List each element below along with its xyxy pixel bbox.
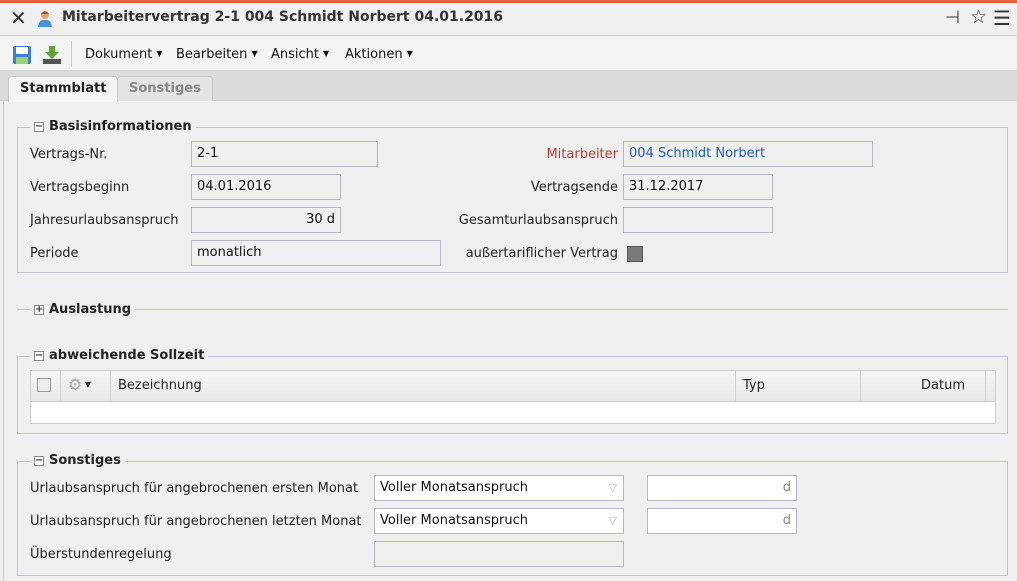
toolbar [0,37,1017,71]
dropdown-arrow-icon[interactable]: ▽ [608,481,617,494]
download-icon[interactable] [42,45,62,65]
title-bar [0,3,1017,36]
jahresurlaub-field[interactable]: 30 d [191,207,341,233]
aussertariflich-label: außertariflicher Vertrag [465,246,618,261]
expand-icon[interactable]: + [34,303,44,315]
star-icon[interactable]: ☆ [970,6,988,28]
column-datum[interactable]: Datum [861,371,986,402]
menu-bearbeiten[interactable]: Bearbeiten ▼ [176,47,258,62]
tab-stammblatt[interactable]: Stammblatt [8,76,119,102]
letzter-monat-label: Urlaubsanspruch für angebrochenen letzte… [30,514,362,529]
erster-monat-label: Urlaubsanspruch für angebrochenen ersten… [30,481,359,496]
sollzeit-legend[interactable]: − abweichende Sollzeit [30,348,209,363]
toolbar-separator [71,41,72,67]
basisinformationen-legend[interactable]: − Basisinformationen [30,119,196,134]
collapse-icon[interactable]: − [34,120,44,132]
close-icon[interactable]: ✕ [10,6,27,30]
gear-icon[interactable]: ⚙ [68,375,83,394]
menu-icon[interactable]: ☰ [993,6,1011,30]
tab-sonstiges[interactable]: Sonstiges [117,76,213,101]
auslastung-divider [17,309,1008,310]
vertragsbeginn-label: Vertragsbeginn [30,180,130,195]
sonstiges-legend[interactable]: − Sonstiges [30,453,125,468]
mitarbeiter-label: Mitarbeiter [546,147,618,162]
select-all-column [31,371,61,402]
periode-label: Periode [30,246,79,261]
user-icon [38,11,52,27]
mitarbeiter-field[interactable]: 004 Schmidt Norbert [623,141,873,167]
collapse-icon[interactable]: − [34,454,44,466]
vertragsende-field[interactable]: 31.12.2017 [623,174,773,200]
dropdown-arrow-icon[interactable]: ▽ [608,514,617,527]
vertragsende-label: Vertragsende [530,180,618,195]
sonstiges-fieldset [17,461,1008,576]
menu-aktionen[interactable]: Aktionen ▼ [345,47,413,62]
gesamturlaub-label: Gesamturlaubsanspruch [458,213,618,228]
jahresurlaub-label: Jahresurlaubsanspruch [30,213,179,228]
vertragsnr-field[interactable]: 2-1 [191,141,378,167]
letzter-monat-value: Voller Monatsanspruch [380,513,528,528]
menu-ansicht[interactable]: Ansicht ▼ [271,47,330,62]
periode-field[interactable]: monatlich [191,240,441,266]
vertragsnr-label: Vertrags-Nr. [30,147,108,162]
erster-monat-days[interactable]: d [647,475,797,501]
erster-monat-select[interactable]: Voller Monatsanspruch ▽ [374,475,624,501]
collapse-icon[interactable]: − [34,349,44,361]
content-border [3,101,4,581]
vertragsbeginn-field[interactable]: 04.01.2016 [191,174,341,200]
sollzeit-fieldset [17,356,1008,434]
aussertariflich-checkbox[interactable] [627,246,643,262]
column-bezeichnung[interactable]: Bezeichnung [111,371,736,402]
auslastung-legend[interactable]: + Auslastung [30,302,136,317]
gear-menu-column[interactable]: ⚙ ▼ [61,371,111,402]
accent-bar [0,0,1017,3]
ueberstunden-field[interactable] [374,541,624,567]
window-title: Mitarbeitervertrag 2-1 004 Schmidt Norbe… [62,9,504,25]
column-typ[interactable]: Typ [736,371,861,402]
letzter-monat-days[interactable]: d [647,508,797,534]
erster-monat-value: Voller Monatsanspruch [380,480,528,495]
pin-icon[interactable]: ⊣ [945,8,960,28]
gesamturlaub-field[interactable] [623,207,773,233]
menu-dokument[interactable]: Dokument ▼ [85,47,163,62]
basisinformationen-fieldset [17,127,1008,273]
letzter-monat-select[interactable]: Voller Monatsanspruch ▽ [374,508,624,534]
select-all-checkbox[interactable] [37,378,51,392]
ueberstunden-label: Überstundenregelung [30,547,172,562]
grid-header [31,371,995,402]
save-icon[interactable] [12,45,32,65]
